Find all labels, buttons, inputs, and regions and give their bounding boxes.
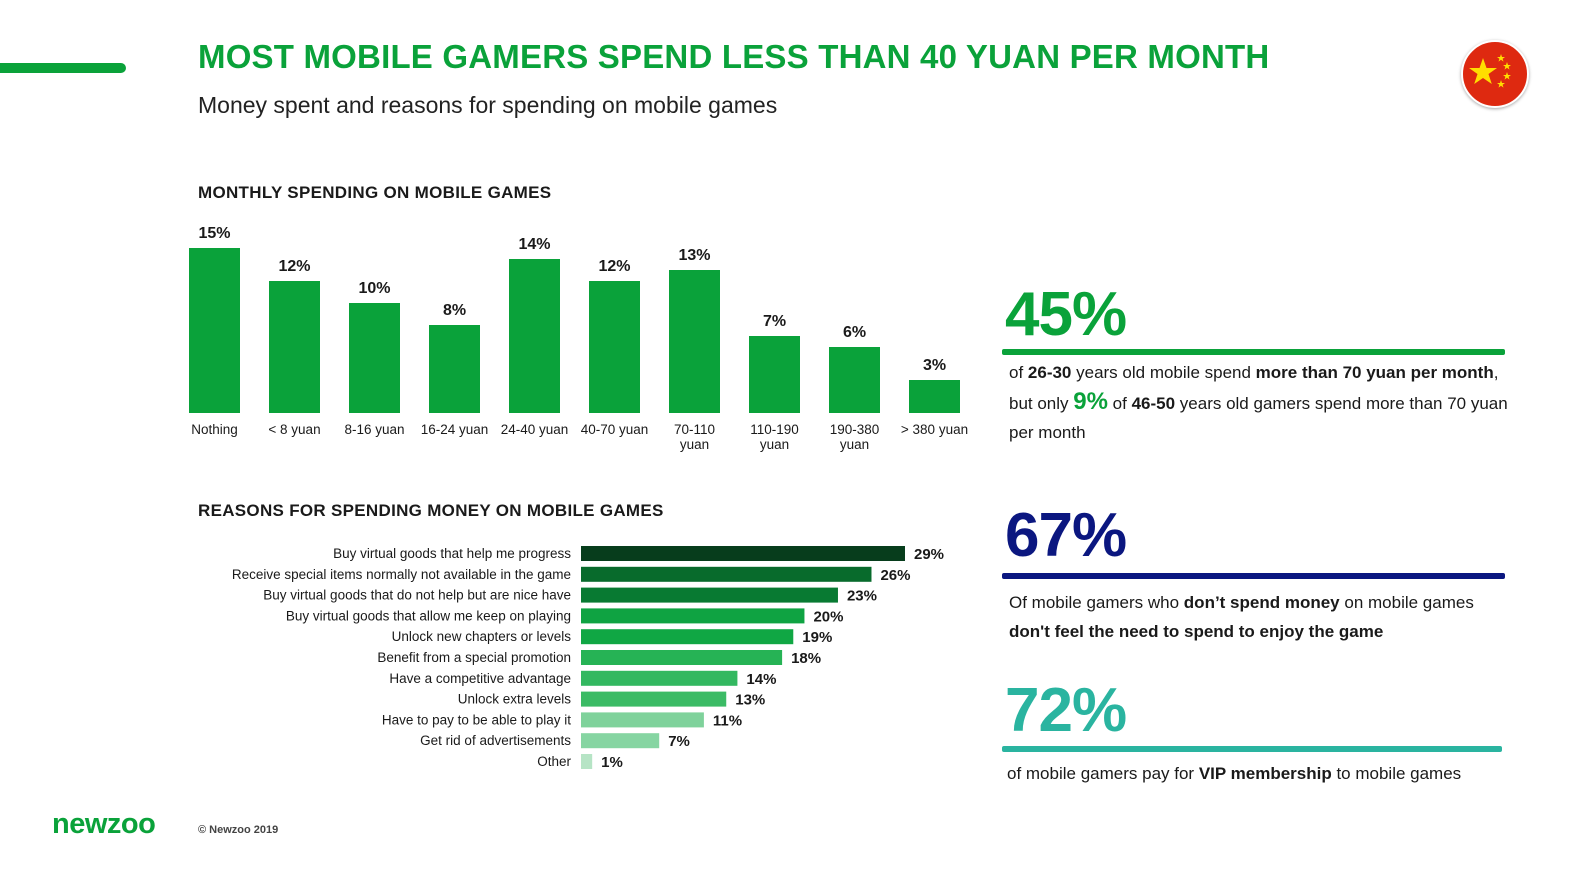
reason-label: Get rid of advertisements: [420, 733, 571, 748]
spend-category-label: 110-190 yuan: [750, 422, 799, 452]
reason-label: Buy virtual goods that do not help but a…: [263, 588, 571, 603]
flag-small-star-4: [1497, 80, 1505, 88]
newzoo-logo: newzoo: [52, 808, 156, 840]
spend-bar: [269, 281, 320, 413]
spend-value-label: 12%: [598, 258, 630, 275]
spend-value-label: 7%: [763, 313, 786, 330]
reason-label: Unlock extra levels: [458, 692, 572, 707]
reason-bar: [581, 650, 783, 665]
flag-large-star: [1469, 58, 1497, 84]
reason-label: Unlock new chapters or levels: [392, 629, 572, 644]
reason-label: Other: [537, 754, 571, 769]
spend-category-label: 40-70 yuan: [581, 422, 649, 437]
stat-72-rule: [1002, 746, 1502, 752]
monthly-spending-title: MONTHLY SPENDING ON MOBILE GAMES: [198, 183, 552, 202]
page-subtitle: Money spent and reasons for spending on …: [198, 92, 778, 118]
reason-bar: [581, 712, 704, 728]
reason-value-label: 11%: [713, 712, 742, 729]
spend-bar: [509, 259, 560, 413]
spend-category-label: 70-110 yuan: [674, 422, 715, 452]
monthly-spending-chart: 15% Nothing 12% < 8 yuan 10% 8-16 yuan 8% 16-24…: [189, 225, 968, 452]
spend-bar: [429, 325, 480, 413]
page-title: MOST MOBILE GAMERS SPEND LESS THAN 40 YU…: [198, 38, 1270, 75]
reason-label: Benefit from a special promotion: [377, 650, 571, 665]
spend-value-label: 15%: [198, 225, 230, 242]
spend-category-label: 8-16 yuan: [344, 422, 404, 437]
spend-bar: [669, 270, 720, 413]
reason-bar: [581, 608, 805, 624]
reason-label: Have to pay to be able to play it: [382, 712, 571, 727]
reason-value-label: 26%: [880, 567, 910, 584]
reason-value-label: 13%: [735, 692, 765, 709]
spend-value-label: 13%: [678, 247, 710, 264]
reason-value-label: 20%: [813, 608, 843, 625]
reason-value-label: 7%: [668, 733, 690, 750]
stat-72-value: 72%: [1005, 676, 1127, 745]
reason-bar: [581, 691, 727, 707]
reason-value-label: 29%: [914, 546, 944, 563]
spend-bar: [909, 380, 960, 413]
spend-bar: [749, 336, 800, 413]
reason-bar: [581, 587, 838, 603]
reason-label: Buy virtual goods that allow me keep on …: [286, 608, 571, 623]
spend-bar: [349, 303, 400, 413]
reason-bar: [581, 566, 872, 582]
reason-label: Have a competitive advantage: [389, 671, 571, 686]
spend-value-label: 10%: [358, 280, 390, 297]
stat-67-value: 67%: [1005, 501, 1127, 570]
reason-label: Receive special items normally not avail…: [232, 567, 571, 582]
reason-bar: [581, 546, 905, 561]
spend-value-label: 6%: [843, 324, 866, 341]
spend-category-label: > 380 yuan: [901, 422, 968, 437]
spend-bar: [589, 281, 640, 413]
stat-67-rule: [1002, 573, 1505, 579]
flag-small-star-1: [1497, 54, 1505, 62]
flag-small-star-2: [1503, 62, 1511, 70]
spend-value-label: 3%: [923, 357, 946, 374]
stat-67-description: Of mobile gamers who don’t spend money o…: [1009, 593, 1474, 641]
reason-value-label: 23%: [847, 588, 877, 605]
reason-value-label: 14%: [746, 671, 776, 688]
reason-bar: [581, 733, 660, 749]
spend-value-label: 14%: [518, 236, 550, 253]
reasons-chart: Buy virtual goods that help me progress 2…: [232, 546, 944, 771]
reason-value-label: 1%: [601, 754, 623, 771]
accent-line: [0, 63, 126, 73]
stat-45-description: of 26-30 years old mobile spend more tha…: [1009, 363, 1508, 442]
stat-45-value: 45%: [1005, 280, 1127, 349]
flag-small-star-3: [1503, 72, 1511, 80]
reason-label: Buy virtual goods that help me progress: [333, 546, 571, 561]
reason-bar: [581, 670, 738, 686]
reason-bar: [581, 629, 794, 645]
reason-bar: [581, 754, 593, 769]
stat-45-rule: [1002, 349, 1505, 355]
stat-72-description: of mobile gamers pay for VIP membership …: [1007, 764, 1462, 783]
reason-value-label: 18%: [791, 650, 821, 667]
spend-category-label: < 8 yuan: [268, 422, 320, 437]
reason-value-label: 19%: [802, 629, 832, 646]
copyright: © Newzoo 2019: [198, 824, 279, 836]
spend-category-label: Nothing: [191, 422, 238, 437]
spend-bar: [189, 248, 240, 413]
spend-category-label: 24-40 yuan: [501, 422, 569, 437]
spend-value-label: 8%: [443, 302, 466, 319]
spend-bar: [829, 347, 880, 413]
reasons-title: REASONS FOR SPENDING MONEY ON MOBILE GAM…: [198, 501, 664, 520]
china-flag-icon: [1461, 40, 1529, 108]
spend-category-label: 190-380 yuan: [830, 422, 880, 452]
spend-category-label: 16-24 yuan: [421, 422, 489, 437]
spend-value-label: 12%: [278, 258, 310, 275]
